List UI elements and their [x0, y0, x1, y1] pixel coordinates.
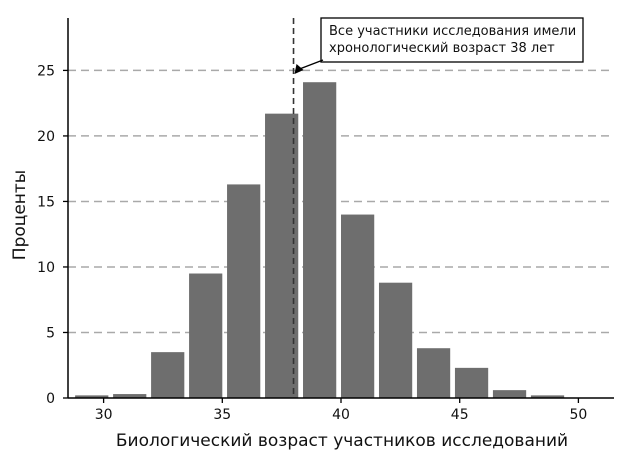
y-tick-label: 25 — [37, 63, 55, 79]
y-tick-label: 0 — [46, 391, 55, 407]
bar-0 — [75, 395, 109, 398]
annotation: Все участники исследования имели хронолог… — [294, 17, 584, 74]
y-tick-label: 20 — [37, 129, 55, 145]
annotation-box — [320, 17, 584, 63]
x-tick-label: 30 — [95, 407, 113, 423]
x-tick-label: 35 — [213, 407, 231, 423]
bar-4 — [227, 184, 261, 398]
bars — [75, 82, 565, 398]
bar-12 — [530, 395, 565, 398]
annotation-arrow-shaft — [299, 59, 324, 70]
y-axis-title: Проценты — [10, 170, 30, 260]
bar-3 — [189, 273, 223, 398]
tick-labels: 30 35 40 45 50 0 5 10 15 20 25 — [37, 63, 587, 423]
y-tick-label: 10 — [37, 260, 55, 276]
bar-7 — [341, 214, 375, 398]
bar-1 — [113, 394, 147, 398]
grid-lines — [68, 69, 614, 334]
x-tick-label: 50 — [569, 407, 587, 423]
bar-10 — [454, 367, 489, 398]
annotation-text-line: Все участники исследования имели — [329, 24, 576, 39]
y-tick-label: 5 — [46, 325, 55, 341]
x-tick-label: 40 — [332, 407, 350, 423]
bar-2 — [151, 352, 185, 398]
x-axis-title: Биологический возраст участников исследо… — [116, 431, 568, 451]
bar-9 — [416, 348, 451, 398]
bar-6 — [303, 82, 337, 398]
x-tick-label: 45 — [451, 407, 469, 423]
annotation-text-line: хронологический возраст 38 лет — [329, 41, 555, 56]
y-tick-label: 15 — [37, 194, 55, 210]
bar-8 — [378, 282, 413, 398]
bar-11 — [492, 390, 527, 398]
bar-5 — [265, 113, 299, 398]
annotation-arrow-head — [294, 64, 304, 74]
